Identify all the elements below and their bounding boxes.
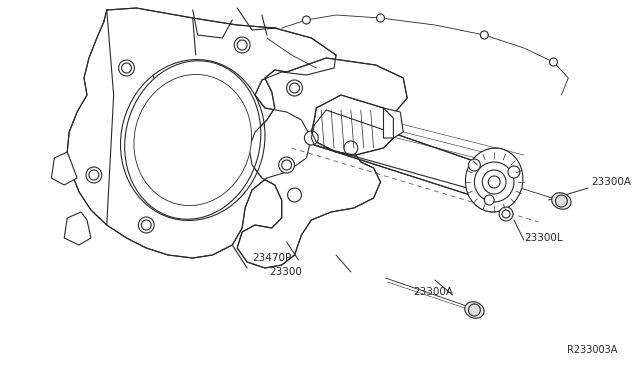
Circle shape: [550, 58, 557, 66]
Circle shape: [344, 141, 358, 155]
Polygon shape: [311, 95, 394, 155]
Circle shape: [89, 170, 99, 180]
Polygon shape: [383, 108, 403, 138]
Circle shape: [483, 170, 506, 194]
Circle shape: [376, 14, 385, 22]
Circle shape: [474, 162, 514, 202]
Circle shape: [502, 210, 510, 218]
Text: 23470P: 23470P: [252, 253, 291, 263]
Circle shape: [138, 217, 154, 233]
Ellipse shape: [552, 193, 571, 209]
Circle shape: [556, 195, 567, 207]
Circle shape: [234, 37, 250, 53]
Ellipse shape: [125, 61, 260, 219]
Circle shape: [118, 60, 134, 76]
Circle shape: [468, 159, 481, 171]
Ellipse shape: [467, 148, 522, 212]
Circle shape: [237, 40, 247, 50]
Circle shape: [287, 80, 303, 96]
Circle shape: [122, 63, 131, 73]
Ellipse shape: [465, 148, 523, 212]
Circle shape: [508, 166, 520, 178]
Circle shape: [287, 188, 301, 202]
Text: R233003A: R233003A: [567, 345, 618, 355]
Ellipse shape: [465, 302, 484, 318]
Polygon shape: [311, 110, 504, 198]
Polygon shape: [51, 152, 77, 185]
Circle shape: [86, 167, 102, 183]
Circle shape: [278, 157, 294, 173]
Polygon shape: [64, 212, 91, 245]
Ellipse shape: [134, 74, 252, 206]
Circle shape: [488, 176, 500, 188]
Circle shape: [481, 31, 488, 39]
Polygon shape: [67, 8, 336, 258]
Circle shape: [303, 16, 310, 24]
Circle shape: [282, 160, 292, 170]
Text: 23300A: 23300A: [413, 287, 453, 297]
Circle shape: [305, 131, 318, 145]
Text: 23300: 23300: [269, 267, 301, 277]
Text: 23300L: 23300L: [524, 233, 563, 243]
Circle shape: [141, 220, 151, 230]
Polygon shape: [237, 58, 407, 268]
Circle shape: [289, 83, 300, 93]
Circle shape: [468, 304, 481, 316]
Circle shape: [499, 207, 513, 221]
Circle shape: [484, 195, 494, 205]
Text: 23300A: 23300A: [591, 177, 631, 187]
